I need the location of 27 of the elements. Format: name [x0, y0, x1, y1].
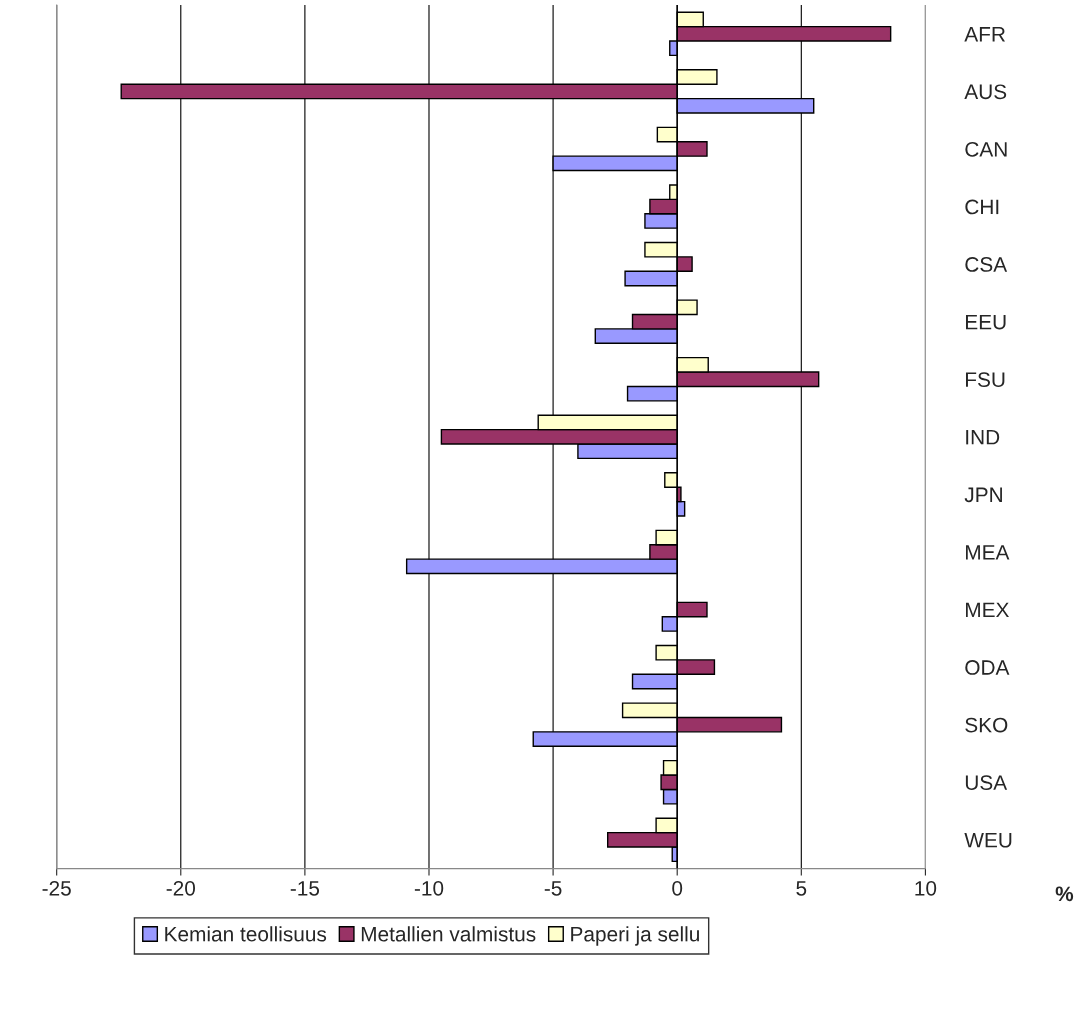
- y-tick-label: AUS: [964, 84, 1007, 100]
- y-tick-label: USA: [965, 775, 1008, 790]
- x-tick-label: 0: [672, 880, 683, 896]
- x-tick-label: -25: [42, 880, 71, 896]
- x-axis-title: %: [1055, 886, 1074, 902]
- legend-label: Paperi ja sellu: [571, 926, 699, 946]
- x-tick-label: -5: [544, 881, 562, 896]
- y-tick-label: WEU: [964, 833, 1012, 848]
- y-tick-label: MEX: [966, 602, 1010, 618]
- y-tick-label: MEA: [966, 545, 1010, 560]
- y-tick-label: JPN: [964, 487, 1002, 503]
- y-tick-label: CAN: [965, 141, 1007, 157]
- y-tick-label: AFR: [964, 27, 1005, 42]
- y-tick-label: ODA: [965, 660, 1010, 675]
- y-tick-label: CSA: [965, 257, 1008, 272]
- y-tick-label: CHI: [965, 199, 999, 215]
- legend-label: Metallien valmistus: [361, 926, 536, 942]
- x-tick-label: -10: [414, 880, 444, 896]
- y-tick-label: IND: [966, 430, 1000, 445]
- y-tick-label: FSU: [966, 372, 1005, 388]
- x-tick-label: 10: [915, 880, 937, 896]
- x-tick-label: 5: [796, 881, 807, 896]
- x-tick-label: -15: [290, 881, 320, 896]
- x-tick-label: -20: [166, 880, 196, 896]
- legend-label: Kemian teollisuus: [165, 926, 327, 942]
- y-tick-label: SKO: [965, 717, 1008, 733]
- y-tick-label: EEU: [966, 314, 1006, 330]
